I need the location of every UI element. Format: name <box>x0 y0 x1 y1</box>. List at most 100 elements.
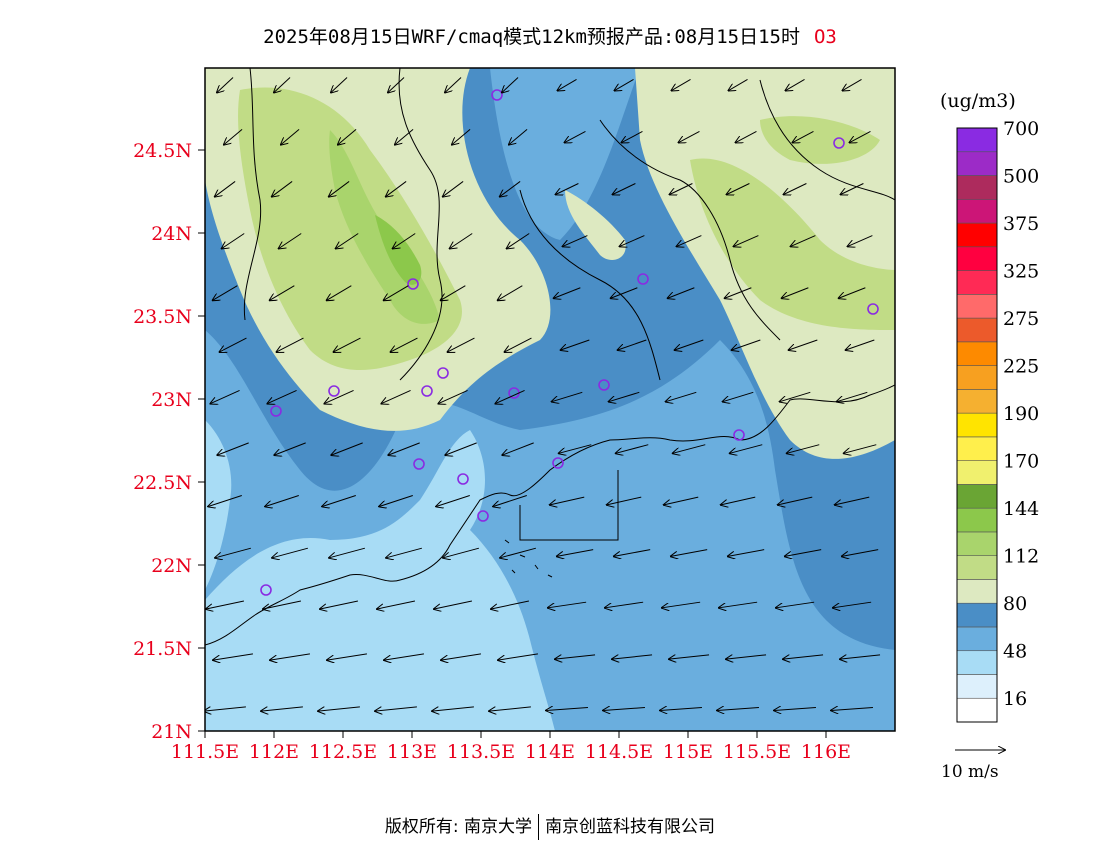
wind-arrow <box>327 285 352 301</box>
station-marker <box>270 405 282 417</box>
wind-arrow <box>793 131 814 142</box>
wind-arrow <box>395 129 414 144</box>
station-marker <box>437 367 449 379</box>
wind-arrow <box>609 391 640 401</box>
wind-arrow <box>375 706 417 711</box>
hk-boundary <box>519 470 619 541</box>
wind-arrow <box>660 708 702 711</box>
wind-arrow <box>614 549 651 557</box>
lon-tick-label: 112E <box>249 741 299 763</box>
wind-arrow <box>612 654 653 659</box>
colorbar-cell <box>956 626 998 652</box>
colorbar-cell <box>956 317 998 343</box>
lat-tick-label: 22.5N <box>133 472 192 494</box>
wind-arrow <box>846 339 875 350</box>
wind-arrow <box>493 495 527 506</box>
colorbar-cell <box>956 246 998 271</box>
colorbar-cell <box>956 294 998 319</box>
wind-arrow <box>441 285 466 301</box>
wind-arrow <box>668 287 695 298</box>
wind-arrow <box>727 183 750 194</box>
colorbar-label: 225 <box>1003 356 1039 378</box>
wind-arrow <box>391 337 418 352</box>
wind-arrow <box>555 654 596 659</box>
wind-arrow <box>265 495 299 506</box>
wind-arrow <box>270 653 311 660</box>
wind-arrow <box>386 181 407 196</box>
colorbar-label: 48 <box>1003 641 1027 663</box>
wind-arrow <box>664 496 699 505</box>
wind-arrow <box>734 235 759 247</box>
wind-arrow <box>841 183 864 194</box>
wind-arrow <box>500 181 521 196</box>
wind-arrow <box>785 549 822 557</box>
colorbar-label: 112 <box>1003 546 1039 568</box>
wind-arrow <box>721 496 756 505</box>
station-marker <box>867 303 879 315</box>
wind-arrow <box>267 389 297 403</box>
wind-arrow <box>438 389 468 403</box>
wind-arrow <box>272 181 293 196</box>
wind-arrow <box>618 339 647 350</box>
wind-arrow <box>552 391 583 401</box>
station-marker <box>598 379 610 391</box>
wind-arrow <box>548 601 587 608</box>
wind-arrow <box>222 233 245 249</box>
wind-arrow <box>205 706 246 711</box>
wind-arrow <box>728 549 765 557</box>
wind-arrow <box>498 285 523 301</box>
wind-arrow <box>279 233 302 249</box>
wind-arrow <box>616 444 649 454</box>
wind-arrow <box>274 442 306 455</box>
colorbar-label: 500 <box>1003 166 1039 188</box>
title-text: 2025年08月15日WRF/cmaq模式12km预报产品:08月15日15时 <box>263 26 800 48</box>
wind-arrow <box>839 287 866 298</box>
lon-tick-label: 112.5E <box>309 741 377 763</box>
colorbar-cell <box>956 507 998 533</box>
station-marker <box>457 473 469 485</box>
wind-arrow <box>679 131 700 142</box>
wind-arrow <box>622 131 643 142</box>
wind-arrow <box>717 708 759 711</box>
colorbar-cell <box>956 484 998 509</box>
wind-arrow <box>210 389 240 403</box>
latitude-axis: 24.5N 24N 23.5N 23N 22.5N 22N 21.5N 21N <box>133 140 205 743</box>
wind-arrow <box>603 708 645 711</box>
wind-arrow <box>329 181 350 196</box>
colorbar-label: 144 <box>1003 498 1039 520</box>
wind-arrow <box>662 601 701 608</box>
colorbar-cell <box>956 460 998 485</box>
field-band-96-112-ne2 <box>760 116 880 164</box>
wind-arrow <box>443 547 479 558</box>
wind-arrow <box>776 601 815 608</box>
wind-arrow <box>848 235 873 247</box>
footer-right: 南京创蓝科技有限公司 <box>545 817 716 837</box>
wind-arrow <box>671 549 708 557</box>
longitude-axis: 111.5E 112E 112.5E 113E 113.5E 114E 114.5E 115E… <box>171 731 851 763</box>
wind-arrow <box>509 129 528 144</box>
wind-arrow <box>215 547 251 558</box>
station-marker <box>407 278 419 290</box>
lat-tick-label: 24N <box>151 223 192 245</box>
station-marker <box>491 89 503 101</box>
colorbar-label: 275 <box>1003 308 1039 330</box>
lon-tick-label: 114E <box>525 741 575 763</box>
wind-arrow <box>220 337 247 352</box>
wind-arrow <box>320 600 359 609</box>
lon-tick-label: 115.5E <box>723 741 791 763</box>
wind-arrow <box>384 653 425 660</box>
wind-arrow <box>780 391 811 401</box>
province-boundary-4 <box>599 119 781 341</box>
coastline-and-boundaries <box>205 68 895 646</box>
station-marker <box>552 457 564 469</box>
lat-tick-label: 23N <box>151 389 192 411</box>
wind-arrow <box>388 77 405 93</box>
lat-tick-label: 22N <box>151 555 192 577</box>
wind-arrow <box>327 653 368 660</box>
wind-arrow <box>669 654 710 659</box>
lon-tick-label: 115E <box>663 741 713 763</box>
wind-arrow <box>324 389 354 403</box>
footer-left: 版权所有: 南京大学 <box>384 817 533 837</box>
wind-arrow <box>208 495 242 506</box>
wind-arrow <box>791 235 816 247</box>
